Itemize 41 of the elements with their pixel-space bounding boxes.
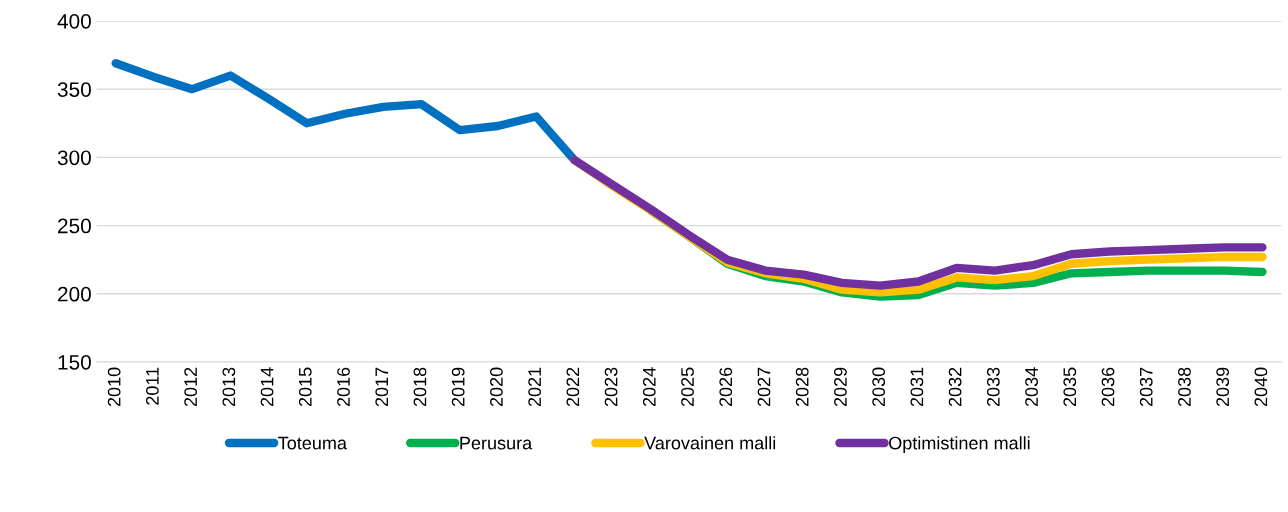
legend-label: Varovainen malli	[644, 436, 776, 450]
x-tick-label: 2032	[948, 367, 962, 407]
x-tick-label: 2026	[719, 367, 733, 407]
x-tick-label: 2025	[681, 367, 694, 407]
y-tick-label: 350	[57, 82, 91, 97]
y-tick-label: 300	[57, 150, 91, 166]
legend-label: Toteuma	[278, 436, 347, 450]
x-tick-label: 2023	[604, 367, 618, 407]
x-tick-label: 2014	[260, 367, 274, 407]
x-tick-label: 2022	[566, 367, 580, 407]
x-tick-label: 2034	[1025, 367, 1038, 407]
x-tick-label: 2018	[413, 367, 427, 407]
x-tick-label: 2038	[1178, 367, 1191, 407]
x-tick-label: 2039	[1216, 367, 1230, 407]
x-tick-label: 2040	[1254, 367, 1268, 407]
x-tick-label: 2010	[107, 367, 121, 407]
x-tick-label: 2017	[375, 367, 389, 407]
x-tick-label: 2015	[298, 367, 312, 407]
y-tick-label: 150	[58, 354, 91, 370]
x-tick-label: 2028	[795, 367, 809, 407]
x-tick-label: 2013	[222, 367, 236, 407]
x-tick-label: 2033	[986, 367, 1000, 407]
legend-label: Perusura	[460, 436, 533, 450]
x-tick-label: 2016	[337, 367, 350, 407]
y-tick-label: 400	[57, 13, 91, 29]
x-tick-label: 2035	[1063, 367, 1077, 407]
x-tick-label: 2036	[1101, 367, 1115, 407]
x-tick-label: 2037	[1139, 367, 1153, 407]
x-tick-label: 2011	[146, 367, 159, 405]
x-tick-label: 2029	[834, 367, 847, 407]
x-tick-label: 2024	[642, 367, 656, 407]
x-tick-label: 2019	[451, 367, 465, 407]
x-tick-label: 2031	[910, 367, 924, 407]
y-tick-label: 200	[58, 286, 91, 302]
x-tick-label: 2030	[872, 367, 886, 407]
x-tick-label: 2027	[757, 367, 771, 407]
x-tick-label: 2012	[184, 367, 198, 407]
x-tick-label: 2020	[490, 367, 503, 407]
x-tick-label: 2021	[528, 367, 542, 407]
legend-label: Optimistinen malli	[889, 436, 1030, 454]
y-tick-label: 250	[58, 218, 91, 234]
